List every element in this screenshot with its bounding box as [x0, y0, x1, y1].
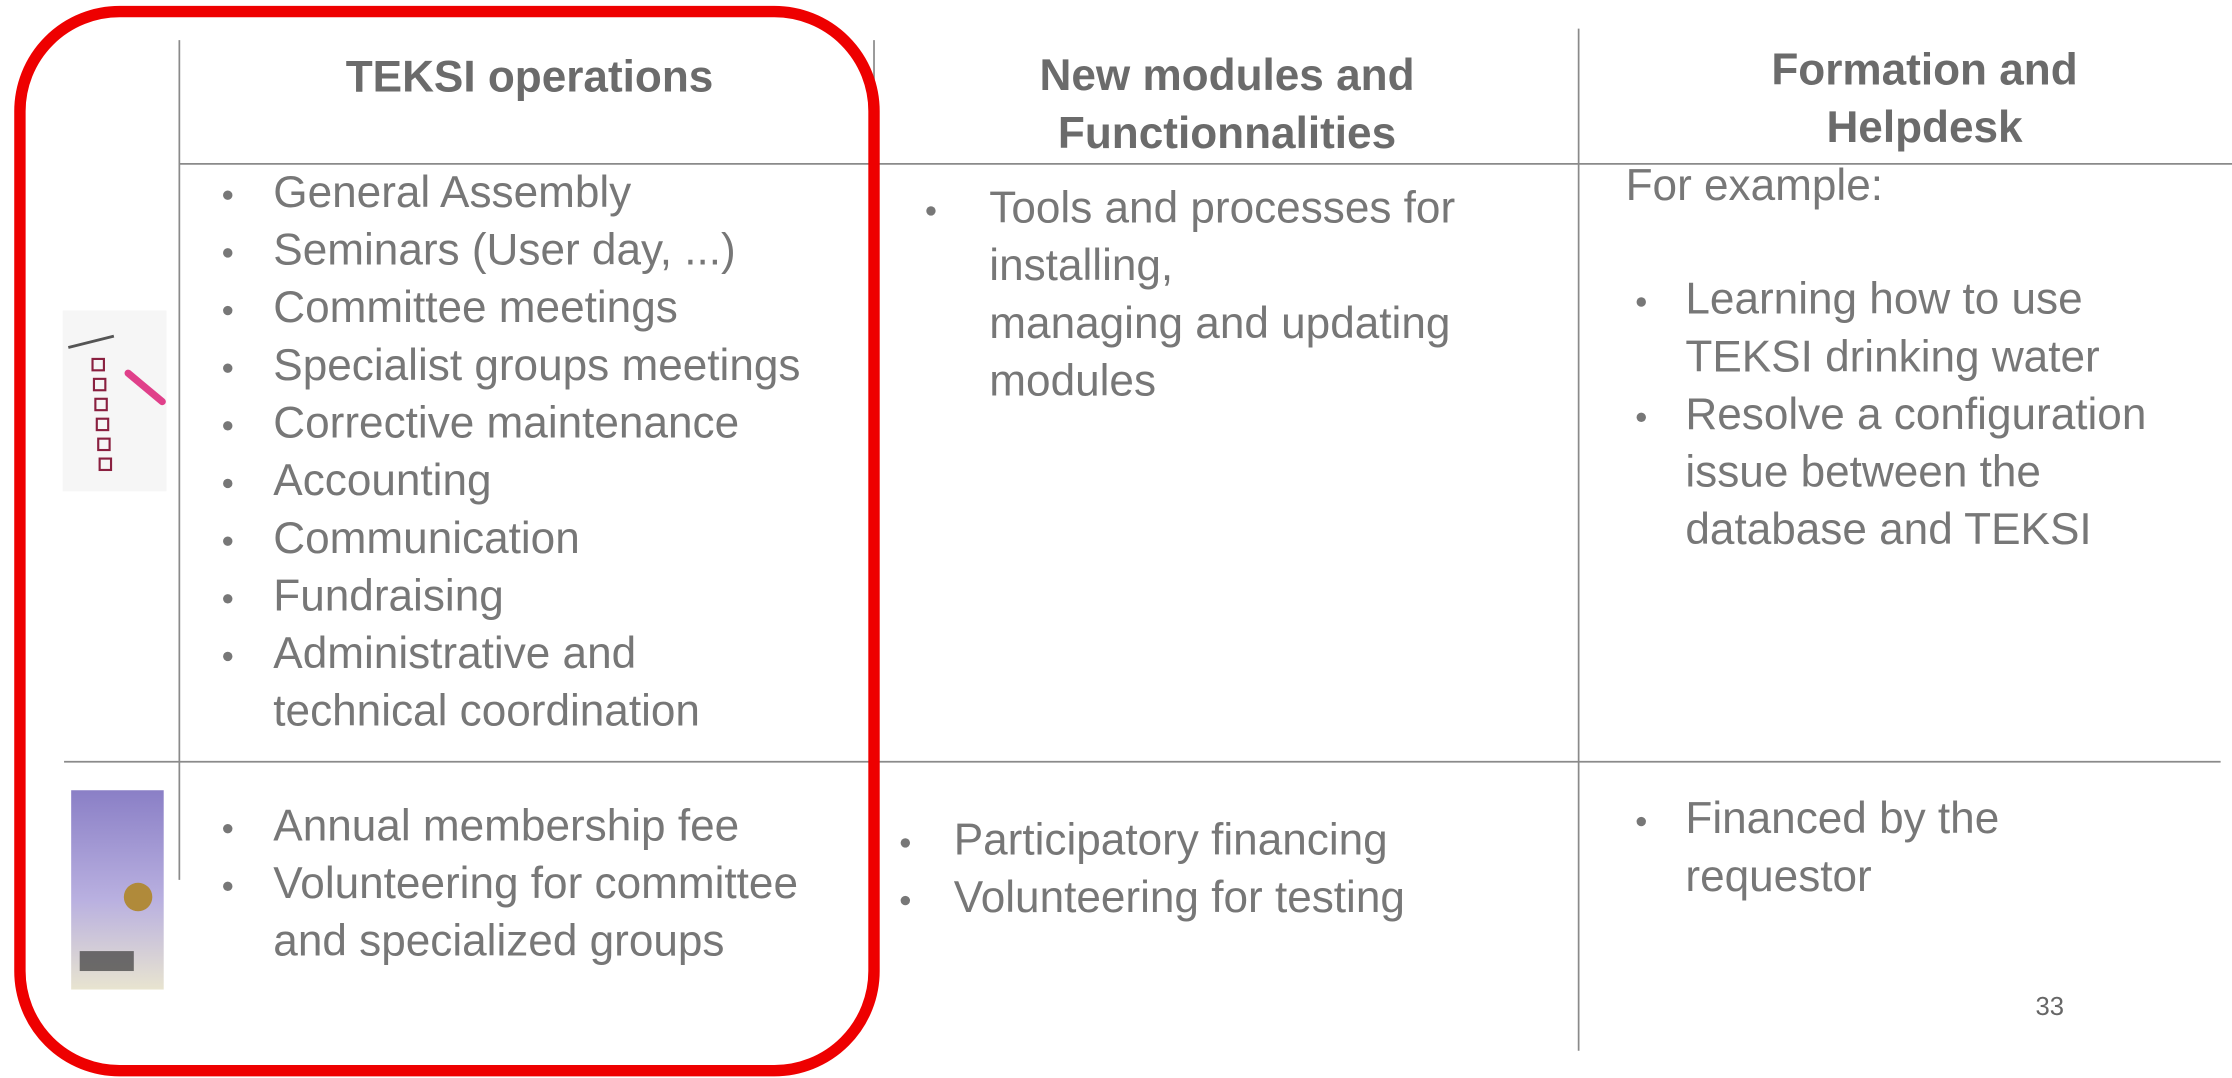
- column-header: TEKSI operations: [346, 53, 714, 102]
- bullet: [223, 823, 233, 834]
- list-item: Tools and processes for: [989, 184, 1455, 233]
- column-header: Formation and: [1771, 45, 2077, 94]
- list-item: issue between the: [1685, 448, 2041, 497]
- bullet: [900, 838, 911, 848]
- list-item: managing and updating: [989, 299, 1450, 348]
- bullet: [1636, 816, 1646, 827]
- bullet: [223, 594, 233, 604]
- list-item: General Assembly: [273, 168, 631, 217]
- bullet: [223, 305, 233, 316]
- bullet: [223, 248, 233, 258]
- column-header: Functionnalities: [1058, 109, 1396, 158]
- list-item: Financed by the: [1685, 794, 1999, 843]
- bullet: [223, 881, 233, 892]
- column-header: Helpdesk: [1826, 103, 2023, 152]
- checklist-image: [62, 310, 167, 492]
- list-item: installing,: [989, 241, 1173, 290]
- list-item: modules: [989, 356, 1156, 405]
- list-item: Administrative and: [273, 629, 636, 678]
- bullet: [900, 895, 911, 906]
- list-item: Corrective maintenance: [273, 398, 739, 447]
- bullet: [223, 421, 233, 431]
- list-item: and specialized groups: [273, 917, 724, 966]
- list-item: Accounting: [273, 456, 491, 505]
- highlight-frame: [14, 5, 880, 1077]
- list-item: Annual membership fee: [273, 801, 739, 850]
- list-item: Volunteering for testing: [954, 873, 1405, 922]
- bullet: [223, 478, 233, 489]
- bullet: [223, 190, 233, 200]
- list-item: Fundraising: [273, 571, 503, 620]
- list-item: Communication: [273, 514, 579, 563]
- list-item: requestor: [1685, 852, 1871, 901]
- list-item: Participatory financing: [954, 816, 1388, 865]
- list-item: TEKSI drinking water: [1685, 332, 2099, 381]
- bullet: [926, 206, 936, 216]
- bullet: [1636, 297, 1646, 307]
- bullet: [223, 536, 233, 546]
- list-item: technical coordination: [273, 687, 700, 736]
- list-item: Volunteering for committee: [273, 859, 798, 908]
- list-item: Learning how to use: [1685, 275, 2082, 324]
- column-header: New modules and: [1040, 51, 1415, 100]
- list-item: database and TEKSI: [1685, 505, 2091, 554]
- list-item: Specialist groups meetings: [273, 341, 800, 390]
- list-item: Resolve a configuration: [1685, 390, 2146, 439]
- bullet: [223, 363, 233, 373]
- list-item: Seminars (User day, ...): [273, 226, 735, 275]
- bullet: [223, 651, 233, 662]
- bullet: [1636, 412, 1646, 422]
- page-number: 33: [2036, 993, 2064, 1021]
- list-item: Committee meetings: [273, 283, 677, 332]
- banknote-image: [71, 790, 164, 990]
- cell-intro: For example:: [1626, 161, 1883, 210]
